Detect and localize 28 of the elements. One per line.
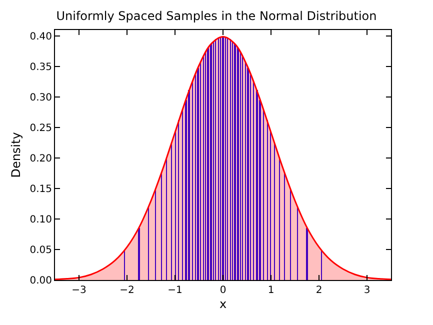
x-axis-title: x [219, 296, 227, 311]
bar [256, 90, 258, 280]
y-axis-title: Density [9, 132, 24, 178]
x-tick-label: 2 [316, 285, 322, 296]
x-tick-label: 1 [268, 285, 274, 296]
y-tick-label: 0.05 [30, 245, 52, 256]
y-tick-label: 0.35 [30, 62, 52, 74]
x-tick-label: 0 [220, 285, 226, 296]
y-tick-label: 0.30 [30, 92, 52, 104]
y-tick-label: 0.00 [30, 276, 52, 286]
x-tick-label: 3 [364, 285, 370, 296]
bar [138, 228, 140, 280]
x-tick-label: −1 [168, 285, 182, 296]
y-tick-label: 0.15 [30, 184, 52, 196]
y-tick-label: 0.40 [30, 32, 52, 43]
bar [188, 90, 190, 280]
bar [237, 48, 239, 280]
x-tick-label: −2 [120, 285, 134, 296]
bar [306, 228, 308, 280]
x-tick-label: −3 [72, 285, 86, 296]
y-tick-label: 0.25 [30, 123, 52, 134]
y-tick-label: 0.10 [30, 214, 52, 226]
bar [207, 48, 209, 280]
y-tick-label: 0.20 [30, 154, 52, 165]
bar [210, 44, 212, 280]
chart-title: Uniformly Spaced Samples in the Normal Distribution [56, 8, 377, 23]
bar [222, 37, 224, 280]
bar [234, 44, 236, 280]
